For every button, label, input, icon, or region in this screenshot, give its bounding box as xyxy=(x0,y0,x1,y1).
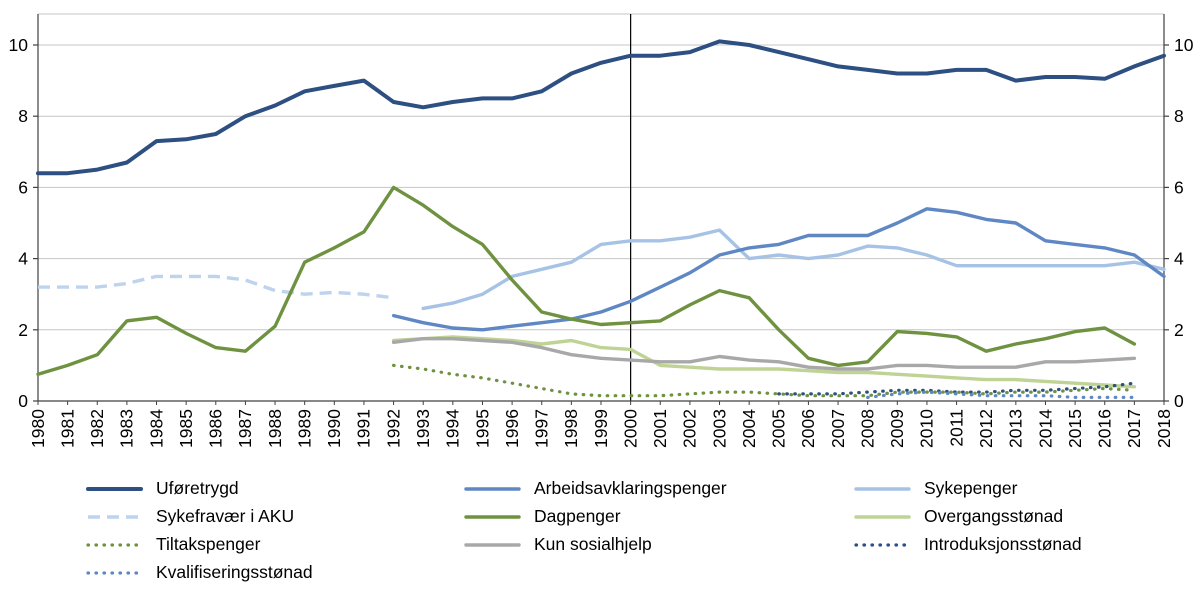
legend-label: Sykepenger xyxy=(924,478,1018,498)
x-axis-year-label: 2005 xyxy=(769,409,789,448)
x-axis-year-label: 1991 xyxy=(354,409,374,448)
legend-line-sample-solid xyxy=(464,542,521,547)
x-axis-year-label: 1981 xyxy=(57,409,77,448)
series-line-dotted xyxy=(777,381,1137,396)
x-axis-year-label: 2013 xyxy=(1006,409,1026,448)
x-axis-year-label: 2011 xyxy=(946,409,966,447)
legend-label: Overgangsstønad xyxy=(924,506,1064,526)
legend-column: Uføretrygd Sykefravær i AKU Tiltakspenger K… xyxy=(86,478,464,583)
x-axis-year-label: 2014 xyxy=(1035,409,1055,448)
legend-line-sample-solid xyxy=(854,486,911,491)
x-axis-year-label: 1990 xyxy=(324,409,344,448)
x-axis-year-label: 1999 xyxy=(591,409,611,448)
x-axis-year-label: 2017 xyxy=(1124,409,1144,448)
legend-item: Sykefravær i AKU xyxy=(86,506,464,527)
x-axis-year-label: 2001 xyxy=(650,409,670,448)
x-axis-year-label: 2018 xyxy=(1154,409,1174,448)
x-axis-year-label: 2004 xyxy=(739,409,759,448)
legend-label: Arbeidsavklaringspenger xyxy=(534,478,727,498)
y-axis-label-left: 0 xyxy=(18,391,28,411)
series-line-solid xyxy=(36,185,1137,376)
y-axis-label-right: 8 xyxy=(1174,106,1184,126)
x-axis-year-label: 2003 xyxy=(709,409,729,448)
y-axis-label-left: 2 xyxy=(18,320,28,340)
legend-item: Kvalifiseringsstønad xyxy=(86,562,464,583)
x-axis-year-label: 1989 xyxy=(294,409,314,448)
legend-line-sample-dashed xyxy=(88,514,141,519)
legend-line-sample-dotted xyxy=(86,542,143,547)
x-axis-year-label: 1984 xyxy=(146,409,166,448)
legend-label: Uføretrygd xyxy=(156,478,239,498)
series-line-solid xyxy=(391,337,1137,371)
x-axis-year-label: 2000 xyxy=(620,409,640,448)
x-axis-year-label: 1992 xyxy=(383,409,403,448)
x-axis-year-label: 1996 xyxy=(502,409,522,448)
x-axis-year-label: 1983 xyxy=(117,409,137,448)
legend-label: Introduksjonsstønad xyxy=(924,534,1082,554)
series-line-solid xyxy=(421,228,1166,311)
chart-plot-area: 0 0 2 2 4 4 6 6 8 8 10 10 1980 1981 1982 1983 1984 1985 19… xyxy=(9,13,1194,448)
series-line-dotted xyxy=(866,390,1137,399)
legend-item: Introduksjonsstønad xyxy=(854,534,1200,555)
x-axis-year-label: 1980 xyxy=(28,409,48,448)
series-line-solid xyxy=(391,207,1166,332)
x-axis-year-label: 2015 xyxy=(1065,409,1085,448)
legend-line-sample-solid xyxy=(464,514,521,519)
series-line-solid xyxy=(36,39,1166,176)
legend-line-sample-solid xyxy=(464,486,521,491)
legend-item: Tiltakspenger xyxy=(86,534,464,555)
legend-line-sample-solid xyxy=(854,514,911,519)
legend-item: Dagpenger xyxy=(464,506,854,527)
legend-item: Arbeidsavklaringspenger xyxy=(464,478,854,499)
x-axis-year-label: 2009 xyxy=(887,409,907,448)
x-axis-year-label: 2002 xyxy=(680,409,700,448)
legend-line-sample-dotted xyxy=(86,570,143,575)
x-axis-year-label: 1994 xyxy=(443,409,463,448)
y-axis-label-right: 10 xyxy=(1174,35,1194,55)
legend-line-sample-solid xyxy=(86,486,143,491)
legend-item: Overgangsstønad xyxy=(854,506,1200,527)
y-axis-label-right: 0 xyxy=(1174,391,1184,411)
x-axis-year-label: 2010 xyxy=(917,409,937,448)
x-axis-year-label: 1987 xyxy=(235,409,255,448)
chart-legend: Uføretrygd Sykefravær i AKU Tiltakspenger K… xyxy=(0,478,1200,583)
legend-label: Sykefravær i AKU xyxy=(156,506,295,526)
x-axis-year-label: 1986 xyxy=(206,409,226,448)
series-line-dashed xyxy=(38,274,394,300)
x-axis-year-label: 1993 xyxy=(413,409,433,448)
x-axis-year-label: 2016 xyxy=(1095,409,1115,448)
legend-item: Uføretrygd xyxy=(86,478,464,499)
legend-column: Sykepenger Overgangsstønad Introduksjonsst… xyxy=(854,478,1200,583)
legend-label: Dagpenger xyxy=(534,506,621,526)
x-axis-year-label: 2012 xyxy=(976,409,996,448)
y-axis-label-right: 2 xyxy=(1174,320,1184,340)
legend-label: Tiltakspenger xyxy=(156,534,261,554)
x-axis-year-label: 1985 xyxy=(176,409,196,448)
y-axis-label-left: 8 xyxy=(18,106,28,126)
legend-label: Kun sosialhjelp xyxy=(534,534,652,554)
legend-item: Kun sosialhjelp xyxy=(464,534,854,555)
y-axis-label-right: 4 xyxy=(1174,249,1184,269)
y-axis-label-left: 10 xyxy=(9,35,29,55)
series-line-solid xyxy=(391,335,1137,389)
legend-line-sample-dotted xyxy=(854,542,911,547)
x-axis-year-label: 2007 xyxy=(828,409,848,448)
legend-column: Arbeidsavklaringspenger Dagpenger Kun sosi… xyxy=(464,478,854,583)
y-axis-label-right: 6 xyxy=(1174,177,1184,197)
x-axis-year-label: 1988 xyxy=(265,409,285,448)
y-axis-label-left: 6 xyxy=(18,177,28,197)
x-axis-year-label: 1982 xyxy=(87,409,107,448)
x-axis-year-label: 1995 xyxy=(472,409,492,448)
x-axis-year-label: 1997 xyxy=(532,409,552,448)
x-axis-year-label: 2008 xyxy=(857,409,877,448)
x-axis-year-label: 1998 xyxy=(561,409,581,448)
y-axis-label-left: 4 xyxy=(18,249,28,269)
x-axis-year-label: 2006 xyxy=(798,409,818,448)
legend-item: Sykepenger xyxy=(854,478,1200,499)
legend-label: Kvalifiseringsstønad xyxy=(156,562,313,582)
